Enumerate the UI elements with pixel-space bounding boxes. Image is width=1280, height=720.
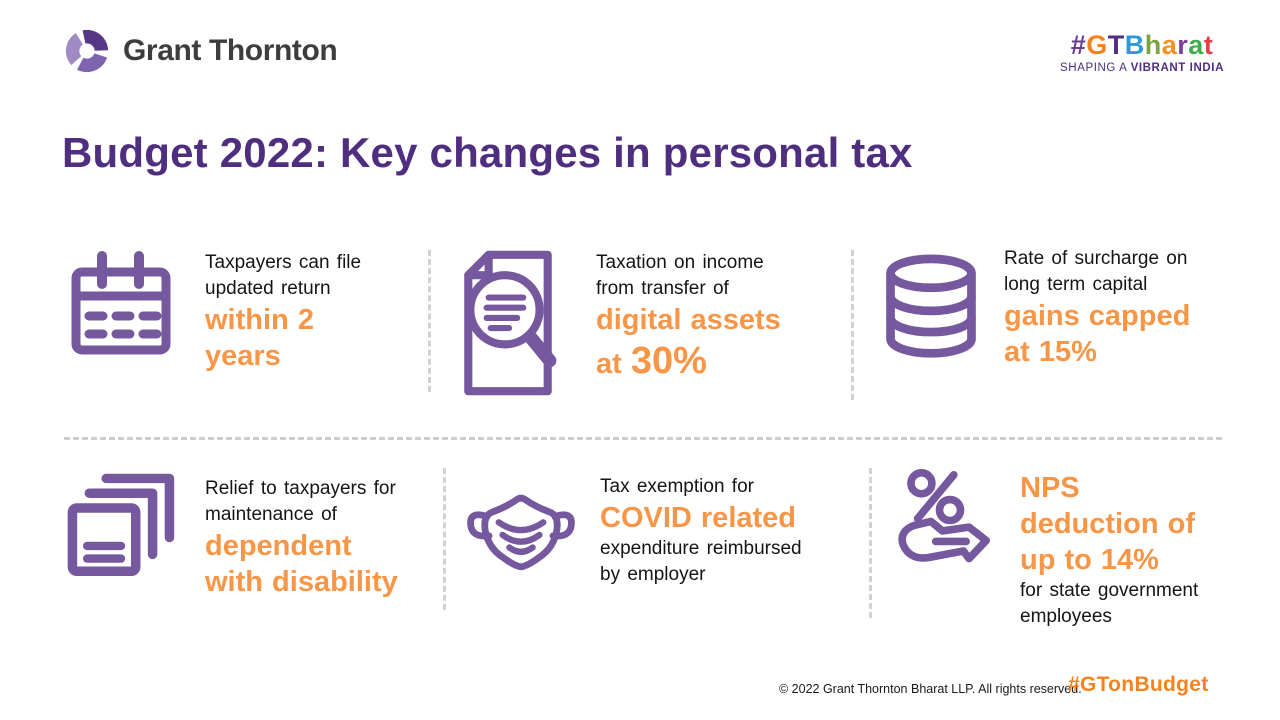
item-text-highlight: gains capped at 15% [1004,300,1191,368]
database-icon [878,250,984,366]
gtbharat-letter: a [1161,30,1178,60]
vertical-dashed-divider [428,250,431,392]
gtbharat-letter: a [1188,30,1204,60]
item-text-highlight: NPS deduction of up to 14% [1020,472,1195,576]
item-text-black: expenditure reimbursed by employer [600,538,802,585]
gtbharat-tagline: SHAPING A VIBRANT INDIA [1060,62,1224,74]
gtbharat-hashtag: #GTBharat [1060,30,1224,60]
grant-thornton-logotype: Grant Thornton [123,34,338,67]
gtonbudget-hashtag: #GTonBudget [1068,673,1209,696]
gtbharat-letter: h [1144,30,1162,60]
item-text-highlight: COVID related [600,502,796,534]
vertical-dashed-divider [851,250,854,400]
item-surcharge-cap: Rate of surcharge on long term capital g… [1004,246,1234,370]
item-dependent-disability: Relief to taxpayers for maintenance of d… [205,476,440,600]
page-title: Budget 2022: Key changes in personal tax [62,129,913,176]
gtbharat-letter: G [1086,30,1108,60]
item-text-highlight: digital assets at 30% [596,304,781,382]
gtbharat-letter: B [1124,30,1145,60]
item-updated-return: Taxpayers can file updated return within… [205,250,405,374]
item-nps-deduction: NPS deduction of up to 14% for state gov… [1020,470,1235,630]
gtbharat-letter: T [1107,30,1125,60]
stacked-documents-icon [64,470,180,586]
vertical-dashed-divider [869,468,872,618]
face-mask-icon [458,482,584,582]
item-covid-exemption: Tax exemption for COVID related expendit… [600,474,855,588]
grant-thornton-orb-icon [64,28,110,74]
item-text-highlight: dependent with disability [205,530,398,598]
calendar-icon [66,248,176,358]
item-text-black: for state government employees [1020,580,1199,627]
grant-thornton-logo: Grant Thornton [64,28,338,74]
document-search-icon [452,246,564,400]
tagline-light: SHAPING A [1060,62,1131,74]
item-text-black: Taxpayers can file updated return [205,252,362,299]
item-text-highlight: within 2 years [205,304,314,372]
item-digital-assets: Taxation on income from transfer of digi… [596,250,851,387]
copyright-text: © 2022 Grant Thornton Bharat LLP. All ri… [779,682,1082,696]
horizontal-dashed-divider [64,437,1222,440]
item-text-black: Tax exemption for [600,476,754,497]
item-text-black: Rate of surcharge on long term capital [1004,248,1188,295]
item-text-black: Taxation on income from transfer of [596,252,764,299]
gtbharat-letter: t [1203,30,1214,60]
tagline-bold: VIBRANT INDIA [1130,62,1224,74]
gtbharat-letter: # [1070,30,1087,60]
gtbharat-lockup: #GTBharat SHAPING A VIBRANT INDIA [1060,30,1224,74]
percent-hand-icon [890,464,990,576]
vertical-dashed-divider [443,468,446,610]
gtbharat-letter: r [1177,30,1189,60]
item-text-black: Relief to taxpayers for maintenance of [205,478,396,525]
